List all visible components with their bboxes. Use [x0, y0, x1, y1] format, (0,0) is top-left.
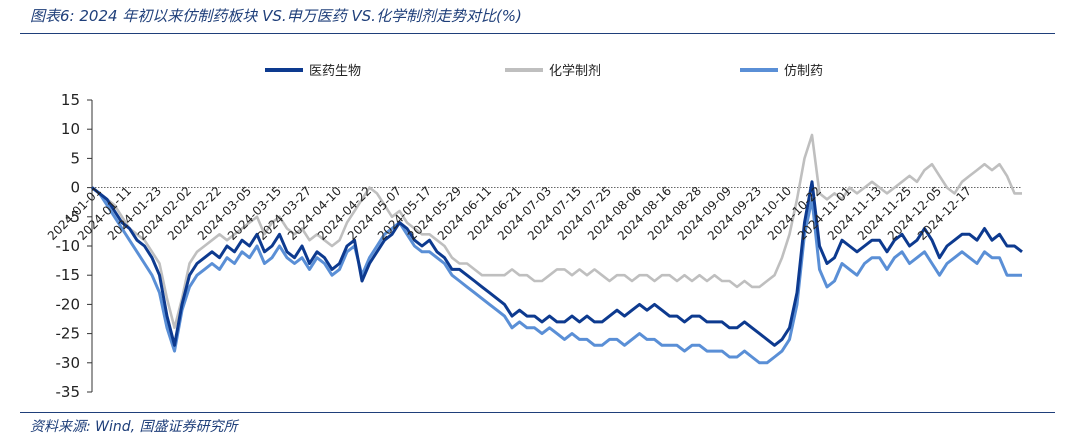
legend-label-1: 化学制剂 [549, 63, 601, 79]
y-axis: 15 10 5 0 -5 -10 -15 -20 -25 -30 -35 [56, 91, 93, 401]
x-axis-labels: 2024-01-012024-01-112024-01-232024-02-02… [45, 184, 974, 243]
y-tick-label: -10 [56, 237, 81, 255]
y-tick-label: 15 [61, 91, 80, 109]
series-line-0 [91, 180, 1023, 347]
legend-label-0: 医药生物 [309, 64, 361, 79]
y-tick-label: -35 [56, 383, 81, 401]
series-line-1 [91, 133, 1022, 330]
legend-label-2: 仿制药 [784, 64, 823, 79]
top-rule [20, 33, 1055, 34]
bottom-rule [20, 412, 1055, 413]
plot-area [91, 133, 1023, 365]
series-line-2 [91, 186, 1022, 365]
y-tick-label: 0 [70, 179, 80, 197]
y-tick-label: -30 [56, 354, 81, 372]
y-tick-label: -25 [56, 325, 81, 343]
y-tick-label: -5 [65, 208, 80, 226]
y-tick-label: -20 [56, 295, 81, 313]
y-tick-label: 10 [61, 120, 80, 138]
y-tick-label: 5 [70, 149, 80, 167]
y-tick-label: -15 [56, 266, 81, 284]
legend: 医药生物 化学制剂 仿制药 [265, 63, 823, 79]
source-note: 资料来源: Wind, 国盛证券研究所 [30, 419, 238, 435]
figure-title: 图表6: 2024 年初以来仿制药板块 VS.申万医药 VS.化学制剂走势对比(… [30, 7, 522, 25]
